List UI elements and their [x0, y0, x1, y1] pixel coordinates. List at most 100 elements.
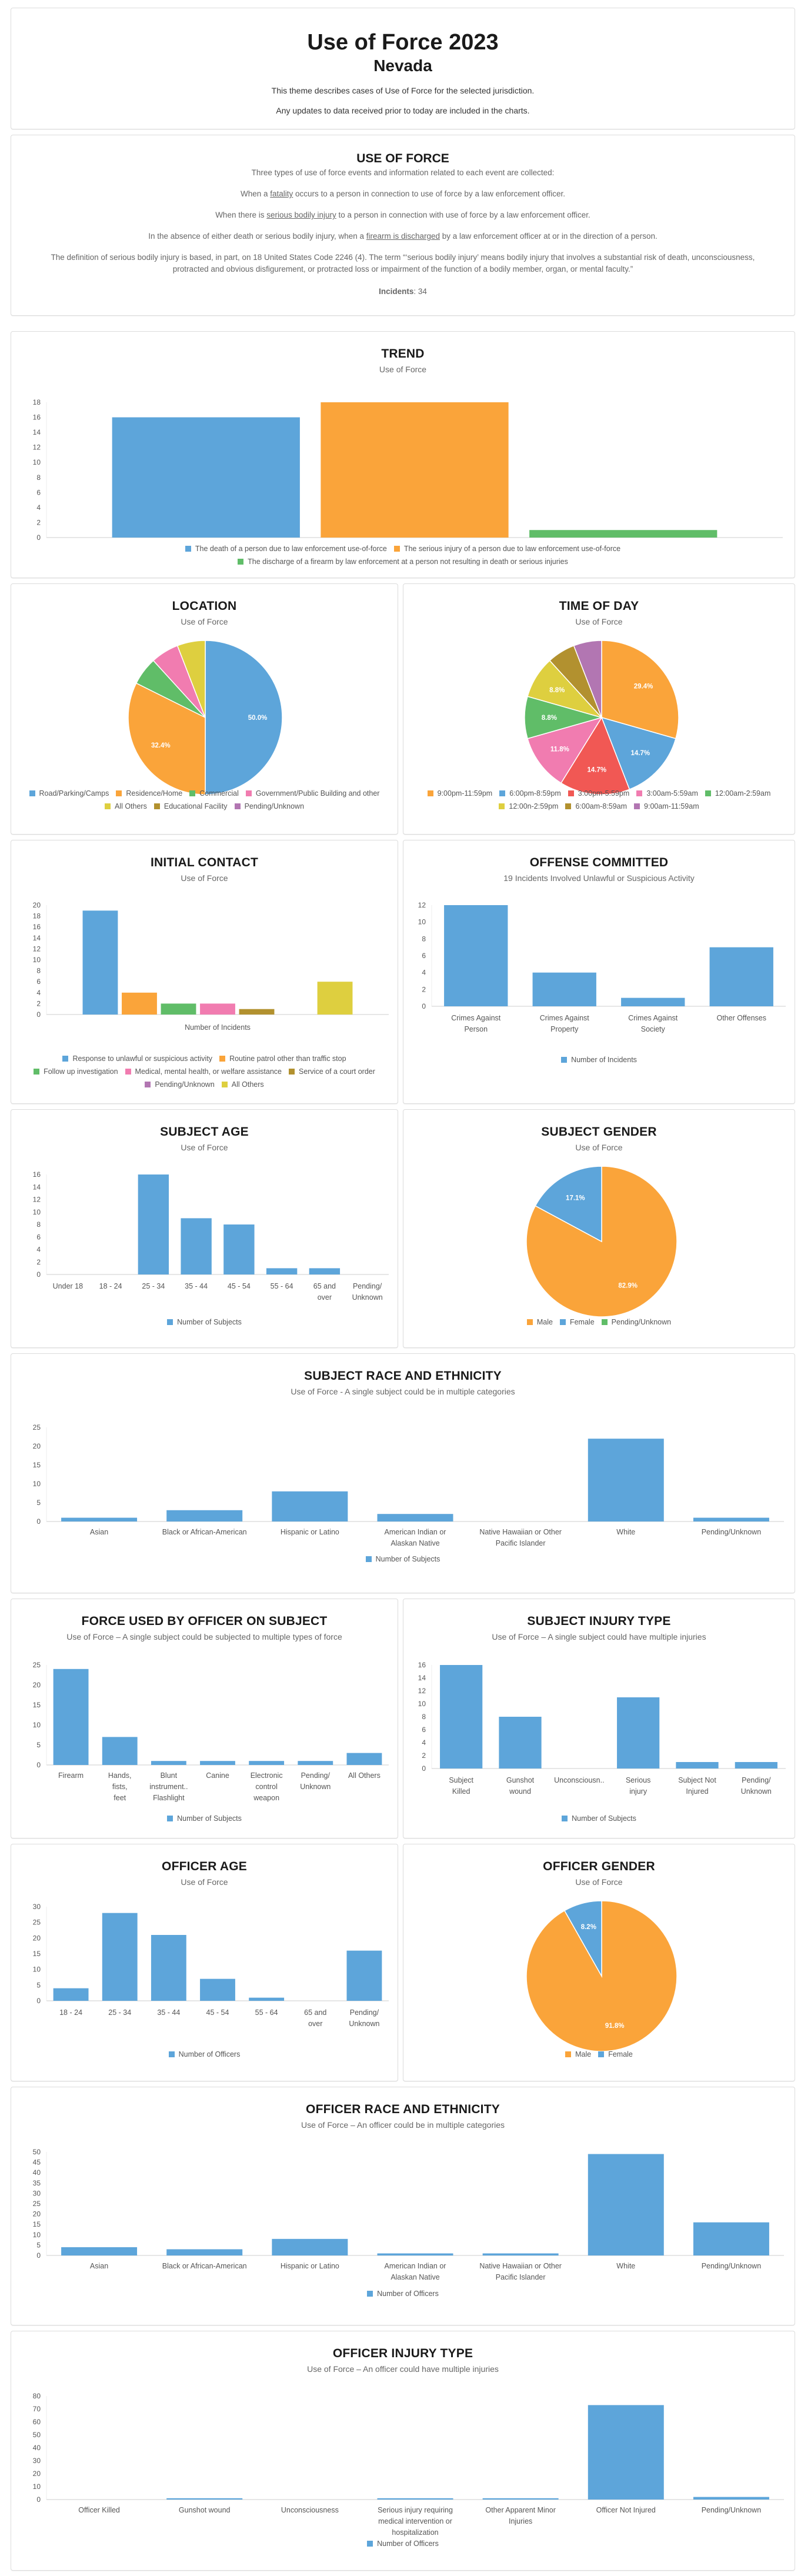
legend-item[interactable]: The discharge of a firearm by law enforc… [238, 555, 568, 568]
firearm-discharged-link[interactable]: firearm is discharged [366, 232, 440, 241]
slice-female[interactable] [563, 1900, 602, 1978]
legend-item[interactable]: Number of Incidents [561, 1053, 637, 1066]
legend-item[interactable]: Male [565, 2048, 591, 2061]
bar-gunshot-wound[interactable] [166, 2498, 243, 2500]
legend-item[interactable]: 9:00pm-11:59pm [427, 787, 492, 800]
legend-item[interactable]: 6:00am-8:59am [565, 800, 627, 813]
bar-asian[interactable] [61, 1517, 138, 1521]
bar-the-death-of-a-person-due-to-law-enforcement-use-of-force[interactable] [112, 417, 300, 538]
legend-item[interactable]: Male [526, 1316, 553, 1329]
legend-item[interactable]: All Others [104, 800, 147, 813]
bar-firearm[interactable] [53, 1669, 89, 1765]
bar-pending-unknown[interactable] [346, 1950, 382, 2001]
bar-45-54[interactable] [223, 1224, 255, 1274]
bar-hands-fists-feet[interactable] [102, 1737, 138, 1765]
legend-item[interactable]: Response to unlawful or suspicious activ… [62, 1052, 212, 1065]
legend-item[interactable]: 6:00pm-8:59pm [499, 787, 561, 800]
bar-all-others[interactable] [346, 1753, 382, 1765]
legend-item[interactable]: Number of Subjects [167, 1316, 242, 1329]
legend-item[interactable]: Number of Subjects [365, 1553, 440, 1566]
bar-other-offenses[interactable] [709, 947, 773, 1006]
bar-25-34[interactable] [102, 1913, 138, 2001]
bar-medical-mental-health-or-welfare-assistance[interactable] [200, 1003, 235, 1015]
bar-pending-unknown[interactable] [298, 1761, 333, 1765]
bar-the-serious-injury-of-a-person-due-to-law-enforcement-use-of-force[interactable] [321, 402, 509, 538]
bar-electronic-control-weapon[interactable] [249, 1761, 285, 1765]
bar-hispanic-or-latino[interactable] [272, 1491, 348, 1521]
bar-white[interactable] [588, 2154, 664, 2255]
legend-item[interactable]: Number of Officers [168, 2048, 240, 2061]
bar-white[interactable] [588, 1439, 664, 1521]
legend-item[interactable]: Follow up investigation [34, 1065, 118, 1078]
bar-officer-not-injured[interactable] [588, 2405, 664, 2500]
fatality-link[interactable]: fatality [270, 189, 293, 198]
bar-subject-killed[interactable] [440, 1665, 483, 1769]
bar-18-24[interactable] [53, 1988, 89, 2001]
slice-3-00pm-5-59pm[interactable] [560, 716, 630, 795]
slice-road-parking-camps[interactable] [205, 640, 283, 795]
bar-the-discharge-of-a-firearm-by-law-enforcement-at-a-person-not-resulting-in-death-or-serious-injuries[interactable] [529, 530, 717, 538]
bar-crimes-against-property[interactable] [532, 972, 596, 1006]
bar-pending-unknown[interactable] [693, 2222, 769, 2255]
legend-item[interactable]: Service of a court order [288, 1065, 375, 1078]
bar-pending-unknown[interactable] [735, 1762, 777, 1769]
legend-item[interactable]: Pending/Unknown [145, 1078, 215, 1091]
bar-routine-patrol-other-than-traffic-stop[interactable] [122, 992, 157, 1015]
legend-item[interactable]: Commercial [189, 787, 239, 800]
slice-6-00pm-8-59pm[interactable] [600, 716, 676, 790]
bar-other-apparent-minor-injuries[interactable] [482, 2498, 559, 2500]
bar-native-hawaiian-or-other-pacific-islander[interactable] [482, 2253, 559, 2255]
legend-item[interactable]: Number of Subjects [562, 1812, 636, 1825]
bar-black-or-african-american[interactable] [166, 2249, 243, 2255]
bar-american-indian-or-alaskan-native[interactable] [377, 2253, 453, 2255]
legend-item[interactable]: Female [598, 2048, 633, 2061]
bar-pending-unknown[interactable] [693, 2497, 769, 2500]
legend-item[interactable]: All Others [221, 1078, 264, 1091]
legend-item[interactable]: Medical, mental health, or welfare assis… [125, 1065, 282, 1078]
bar-25-34[interactable] [138, 1174, 169, 1274]
legend-item[interactable]: The serious injury of a person due to la… [393, 542, 620, 555]
bar-serious-injury[interactable] [617, 1697, 660, 1769]
legend-item[interactable]: Residence/Home [116, 787, 182, 800]
legend-item[interactable]: Female [559, 1316, 595, 1329]
bar-subject-not-injured[interactable] [676, 1762, 719, 1769]
legend-item[interactable]: Pending/Unknown [234, 800, 304, 813]
legend-item[interactable]: 9:00am-11:59am [634, 800, 699, 813]
legend-item[interactable]: 3:00pm-5:59pm [568, 787, 629, 800]
legend-item[interactable]: Number of Subjects [167, 1812, 242, 1825]
bar-asian[interactable] [61, 2247, 138, 2255]
legend-item[interactable]: Road/Parking/Camps [29, 787, 109, 800]
bar-65-and-over[interactable] [309, 1268, 341, 1274]
bar-all-others[interactable] [317, 982, 353, 1015]
bar-45-54[interactable] [200, 1978, 235, 2001]
legend-item[interactable]: The death of a person due to law enforce… [185, 542, 387, 555]
bar-blunt-instrument-flashlight[interactable] [151, 1761, 186, 1765]
slice-residence-home[interactable] [128, 682, 206, 795]
slice-9-00pm-11-59pm[interactable] [601, 640, 679, 739]
legend-item[interactable]: Pending/Unknown [601, 1316, 671, 1329]
bar-canine[interactable] [200, 1761, 235, 1765]
bar-55-64[interactable] [266, 1268, 298, 1274]
bar-gunshot-wound[interactable] [499, 1717, 542, 1769]
bar-35-44[interactable] [181, 1218, 212, 1274]
bar-hispanic-or-latino[interactable] [272, 2238, 348, 2255]
bar-35-44[interactable] [151, 1935, 186, 2001]
slice-female[interactable] [535, 1166, 602, 1243]
serious-bodily-injury-link[interactable]: serious bodily injury [266, 211, 336, 219]
slice-all-others[interactable] [176, 640, 206, 718]
bar-55-64[interactable] [249, 1997, 285, 2001]
legend-item[interactable]: Routine patrol other than traffic stop [219, 1052, 346, 1065]
bar-response-to-unlawful-or-suspicious-activity[interactable] [82, 910, 118, 1015]
legend-item[interactable]: Number of Officers [367, 2287, 439, 2300]
legend-item[interactable]: 12:00am-2:59am [705, 787, 770, 800]
legend-item[interactable]: 3:00am-5:59am [636, 787, 698, 800]
bar-black-or-african-american[interactable] [166, 1510, 243, 1521]
bar-american-indian-or-alaskan-native[interactable] [377, 1514, 453, 1521]
bar-crimes-against-person[interactable] [444, 905, 508, 1006]
legend-item[interactable]: Number of Officers [367, 2537, 439, 2550]
bar-serious-injury-requiring-medical-intervention-or-hospitalization[interactable] [377, 2498, 453, 2500]
bar-follow-up-investigation[interactable] [161, 1003, 196, 1015]
legend-item[interactable]: Educational Facility [153, 800, 228, 813]
bar-crimes-against-society[interactable] [621, 997, 685, 1006]
legend-item[interactable]: Government/Public Building and other [245, 787, 379, 800]
